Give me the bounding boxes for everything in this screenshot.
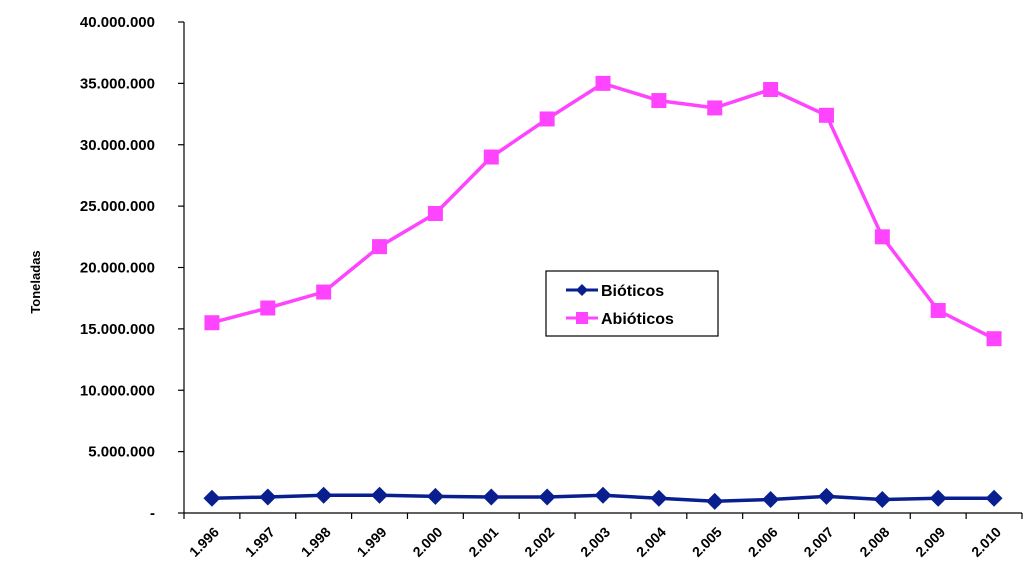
- data-point-abioticos: [874, 229, 890, 245]
- data-point-abioticos: [707, 100, 723, 116]
- data-point-abioticos: [372, 239, 388, 255]
- x-tick-label: 2.009: [912, 524, 948, 560]
- x-axis-ticks: 1.996 1.997 1.998 1.999 2.000 2.001 2.002 2.003…: [183, 513, 1023, 560]
- data-point-abioticos: [763, 82, 779, 98]
- data-point-bioticos: [873, 490, 891, 508]
- data-point-bioticos: [482, 488, 500, 506]
- data-point-bioticos: [203, 489, 221, 507]
- y-tick-label: 20.000.000: [80, 260, 155, 277]
- x-tick-label: 2.010: [968, 524, 1004, 560]
- x-tick-label: 2.007: [800, 524, 836, 560]
- data-point-bioticos: [985, 489, 1003, 507]
- legend-box: [545, 270, 719, 337]
- y-tick-label: 30.000.000: [80, 137, 155, 154]
- data-point-abioticos: [930, 302, 946, 318]
- chart-axes: [183, 22, 1022, 514]
- x-tick-label: 1.997: [242, 524, 278, 560]
- data-point-bioticos: [594, 486, 612, 504]
- data-point-bioticos: [706, 492, 724, 510]
- data-point-bioticos: [762, 490, 780, 508]
- data-point-bioticos: [371, 486, 389, 504]
- data-point-bioticos: [817, 487, 835, 505]
- legend: Bióticos Abióticos: [545, 270, 719, 337]
- y-tick-label: 15.000.000: [80, 321, 155, 338]
- x-tick-label: 2.006: [745, 524, 781, 560]
- data-point-bioticos: [538, 488, 556, 506]
- y-axis-ticks: - 5.000.000 10.000.000 15.000.000 20.000.000…: [80, 14, 184, 522]
- x-tick-label: 1.996: [186, 524, 222, 560]
- y-axis-label: Toneladas: [28, 250, 43, 313]
- data-point-bioticos: [650, 489, 668, 507]
- x-tick-label: 2.004: [633, 524, 669, 560]
- legend-abioticos-label: Abióticos: [601, 311, 674, 328]
- data-point-bioticos: [426, 487, 444, 505]
- x-tick-label: 2.002: [521, 524, 557, 560]
- data-point-abioticos: [427, 205, 443, 221]
- y-tick-label: 5.000.000: [88, 444, 155, 461]
- data-point-abioticos: [204, 315, 220, 331]
- legend-bioticos-marker: [576, 284, 588, 296]
- legend-bioticos-label: Bióticos: [601, 283, 664, 300]
- data-point-abioticos: [651, 93, 667, 109]
- legend-abioticos-marker: [576, 312, 588, 324]
- x-tick-label: 2.000: [409, 524, 445, 560]
- data-point-abioticos: [595, 75, 611, 91]
- x-tick-label: 2.003: [577, 524, 613, 560]
- y-tick-label: 25.000.000: [80, 198, 155, 215]
- y-tick-label: 10.000.000: [80, 382, 155, 399]
- y-tick-label: 40.000.000: [80, 14, 155, 31]
- data-point-abioticos: [986, 331, 1002, 347]
- data-point-bioticos: [259, 488, 277, 506]
- data-point-abioticos: [316, 284, 332, 300]
- data-point-bioticos: [929, 489, 947, 507]
- y-tick-label: -: [150, 505, 155, 522]
- y-tick-label: 35.000.000: [80, 75, 155, 92]
- data-point-abioticos: [260, 300, 276, 316]
- x-tick-label: 1.999: [354, 524, 390, 560]
- x-tick-label: 1.998: [298, 524, 334, 560]
- x-tick-label: 2.001: [465, 524, 501, 560]
- data-point-abioticos: [539, 111, 555, 127]
- x-tick-label: 2.005: [689, 524, 725, 560]
- series-layer: [203, 75, 1003, 510]
- data-point-abioticos: [818, 107, 834, 123]
- x-tick-label: 2.008: [856, 524, 892, 560]
- data-point-bioticos: [315, 486, 333, 504]
- data-point-abioticos: [483, 149, 499, 165]
